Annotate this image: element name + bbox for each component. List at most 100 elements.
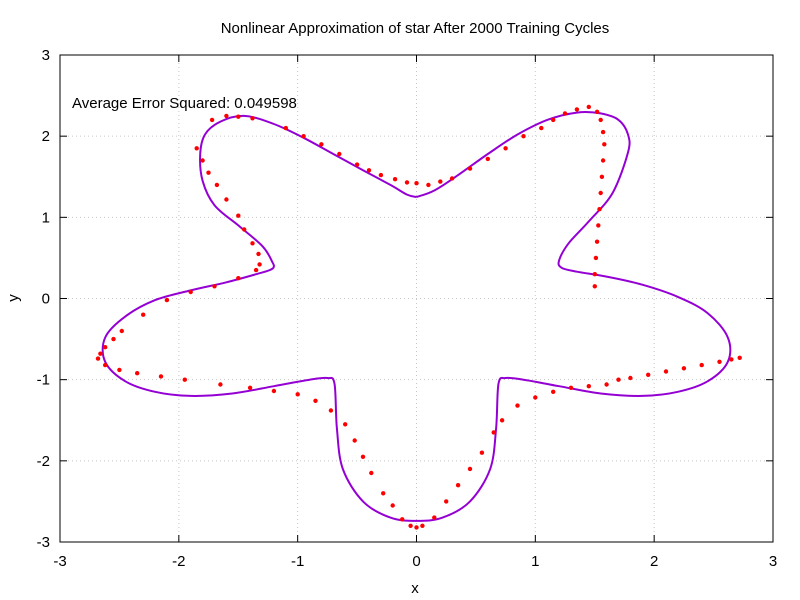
- data-point: [699, 362, 704, 368]
- data-point: [319, 142, 324, 147]
- data-point: [400, 517, 405, 522]
- error-annotation: Average Error Squared: 0.049598: [72, 95, 297, 112]
- data-point: [343, 422, 348, 427]
- data-point: [551, 117, 556, 123]
- x-tick-label: -1: [291, 553, 304, 570]
- data-point: [250, 116, 255, 121]
- data-point: [604, 382, 609, 387]
- y-tick-label: 0: [42, 291, 50, 308]
- data-point: [479, 450, 485, 455]
- x-tick-label: -2: [172, 553, 185, 570]
- grid-lines: [60, 55, 773, 542]
- y-tick-labels: -3 -2 -1 0 1 2 3: [37, 47, 50, 551]
- data-point: [597, 207, 602, 212]
- data-point: [628, 375, 633, 381]
- data-point: [135, 371, 140, 376]
- x-tick-label: 3: [769, 553, 777, 570]
- data-point: [188, 289, 193, 295]
- data-point: [729, 357, 734, 362]
- data-point: [420, 523, 425, 528]
- data-point: [271, 388, 277, 394]
- data-point: [381, 491, 386, 496]
- data-point: [369, 470, 374, 476]
- data-point: [98, 351, 103, 356]
- data-point: [586, 104, 591, 110]
- data-point: [485, 156, 490, 162]
- data-point: [283, 125, 288, 131]
- data-point: [378, 172, 384, 178]
- data-point: [598, 190, 603, 196]
- data-point: [596, 223, 601, 228]
- data-point: [404, 180, 410, 185]
- data-point: [551, 389, 556, 394]
- data-point: [663, 369, 669, 374]
- data-point: [247, 385, 253, 390]
- chart-title: Nonlinear Approximation of star After 20…: [221, 20, 610, 37]
- y-tick-label: -2: [37, 453, 50, 470]
- data-point: [586, 384, 591, 389]
- data-point: [313, 398, 318, 403]
- x-tick-label: 0: [412, 553, 420, 570]
- data-point: [432, 515, 437, 520]
- data-point: [214, 182, 220, 188]
- data-point: [354, 162, 360, 167]
- y-tick-label: 1: [42, 209, 50, 226]
- data-point: [158, 374, 164, 379]
- data-point: [390, 503, 395, 508]
- data-point: [164, 297, 170, 303]
- data-point: [414, 525, 419, 530]
- x-tick-label: 2: [650, 553, 658, 570]
- y-tick-label: -1: [37, 372, 50, 389]
- data-point: [616, 377, 621, 382]
- data-point: [253, 267, 259, 273]
- data-point: [449, 176, 455, 181]
- data-point: [256, 251, 261, 257]
- data-point: [194, 146, 199, 151]
- data-point: [515, 403, 520, 408]
- data-point: [574, 107, 580, 112]
- data-point: [594, 109, 600, 115]
- data-point: [408, 523, 413, 528]
- data-point: [539, 125, 544, 131]
- data-point: [103, 362, 108, 368]
- data-point: [212, 284, 217, 289]
- data-point: [366, 168, 372, 173]
- data-point: [717, 359, 722, 364]
- data-point: [681, 366, 687, 371]
- data-point: [182, 377, 187, 382]
- data-point: [444, 499, 449, 504]
- x-tick-label: 1: [531, 553, 539, 570]
- data-point: [250, 241, 255, 246]
- data-point: [119, 328, 125, 334]
- data-point: [491, 430, 496, 435]
- data-point: [328, 408, 334, 413]
- data-point: [600, 158, 606, 163]
- data-point: [426, 182, 431, 188]
- data-point: [95, 356, 101, 361]
- data-point: [533, 395, 538, 400]
- axis-ticks: [59, 54, 774, 543]
- data-point: [392, 177, 398, 182]
- data-point: [438, 179, 443, 184]
- series-layer: [95, 104, 742, 530]
- data-point: [337, 151, 342, 157]
- data-point: [301, 134, 306, 139]
- data-point: [602, 142, 607, 147]
- x-tick-labels: -3 -2 -1 0 1 2 3: [53, 553, 777, 570]
- y-tick-label: 3: [42, 47, 50, 64]
- data-point: [236, 114, 241, 119]
- data-point: [599, 174, 605, 179]
- data-point: [592, 272, 597, 277]
- data-point: [737, 355, 742, 360]
- data-point: [360, 454, 366, 459]
- data-point: [499, 418, 505, 423]
- data-point: [209, 117, 215, 123]
- data-point: [593, 255, 599, 261]
- data-point: [218, 382, 223, 387]
- data-point: [352, 438, 357, 443]
- data-point: [467, 466, 473, 472]
- data-point: [521, 134, 526, 139]
- data-point: [117, 367, 122, 373]
- data-point: [236, 276, 241, 281]
